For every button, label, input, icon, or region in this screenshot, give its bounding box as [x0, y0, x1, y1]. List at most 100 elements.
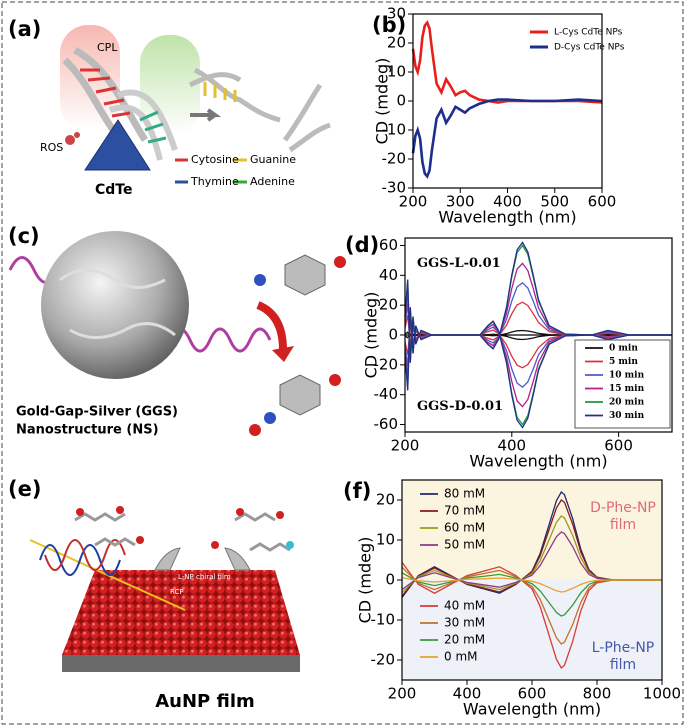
y-axis-title: CD (mdeg) — [373, 58, 392, 145]
y-tick-label: 10 — [376, 531, 395, 549]
base-pair — [203, 82, 237, 102]
panel-label: (b) — [372, 13, 406, 37]
legend-label: 5 min — [609, 357, 638, 367]
legend-label: Cytosine — [191, 153, 239, 166]
x-axis-title: Wavelength (nm) — [463, 700, 601, 719]
x-tick-label: 400 — [493, 193, 522, 211]
series-line — [411, 20, 603, 104]
panel-e: (e) L-NP chiral film RCP AuNP film — [8, 477, 300, 712]
dna — [282, 83, 331, 153]
ros — [65, 135, 75, 145]
x-tick-label: 1000 — [643, 685, 681, 703]
sphere-texture — [59, 268, 176, 339]
atom — [249, 424, 261, 436]
caption: AuNP film — [155, 691, 255, 712]
background-band — [402, 480, 662, 580]
label: CdTe — [95, 182, 132, 198]
chart: 200 300 400 500 600 -30 -20 -10 0 10 20 30 Wavelengt… — [372, 5, 625, 227]
annotation: GGS-D-0.01 — [417, 399, 503, 414]
x-tick-label: 200 — [399, 193, 428, 211]
y-tick-label: 20 — [387, 34, 406, 52]
chart: 200 400 600 -60 -40 -20 0 20 40 60 Wavelength (nm)… — [345, 233, 673, 471]
series-line — [404, 241, 672, 363]
y-tick-label: 30 — [387, 5, 406, 23]
panel-c: (c) Gold-Gap-Silver (GGS) Nanostructure … — [8, 224, 346, 438]
background-band — [402, 580, 662, 680]
atom — [329, 374, 341, 386]
base-pair — [139, 110, 167, 144]
panel-label: (a) — [8, 17, 41, 41]
dna — [188, 67, 281, 123]
chart: 200 400 600 800 1000 -20 -10 0 10 20 Wavelength (n… — [343, 479, 681, 719]
legend-label: Guanine — [250, 153, 296, 166]
x-tick-label: 600 — [518, 685, 547, 703]
y-tick-label: 0 — [388, 326, 398, 344]
legend-label: 15 min — [609, 384, 645, 394]
legend-box — [574, 339, 671, 429]
cpl-wave — [39, 544, 121, 576]
annotation: film — [610, 517, 636, 533]
annotation: D-Phe-NP — [590, 500, 656, 516]
molecule — [74, 512, 291, 552]
legend-label: 50 mM — [444, 538, 485, 552]
label: CPL — [97, 41, 118, 54]
x-tick-label: 800 — [583, 685, 612, 703]
y-tick-label: -20 — [374, 355, 399, 373]
legend-label: Adenine — [250, 175, 295, 188]
y-tick-label: 20 — [376, 491, 395, 509]
y-tick-label: 10 — [387, 63, 406, 81]
x-tick-label: 600 — [588, 193, 617, 211]
y-tick-label: -60 — [374, 415, 399, 433]
y-tick-label: -40 — [374, 385, 399, 403]
y-tick-label: 60 — [379, 236, 398, 254]
legend-label: 30 min — [609, 411, 645, 421]
substrate — [62, 655, 300, 672]
ros — [74, 132, 80, 138]
arrow — [190, 108, 222, 122]
series-line — [404, 307, 672, 429]
x-tick-label: 600 — [604, 437, 633, 455]
x-tick-label: 400 — [453, 685, 482, 703]
x-tick-label: 300 — [446, 193, 475, 211]
x-axis-title: Wavelength (nm) — [469, 452, 607, 471]
series-line — [401, 576, 662, 593]
curved-arrow — [256, 301, 287, 351]
caption: Nanostructure (NS) — [16, 423, 159, 438]
y-tick-label: 0 — [385, 571, 395, 589]
legend-label: 0 mM — [444, 650, 478, 664]
aunp-film — [62, 570, 300, 655]
molecule — [279, 254, 326, 416]
legend-label: 80 mM — [444, 487, 485, 501]
ggs-sphere — [41, 231, 189, 379]
panel-label: (f) — [343, 479, 371, 503]
y-tick-label: -10 — [371, 611, 396, 629]
legend-label: 60 mM — [444, 521, 485, 535]
y-tick-label: -20 — [382, 150, 407, 168]
x-tick-label: 500 — [540, 193, 569, 211]
series-line — [401, 531, 662, 591]
panel-label: (d) — [345, 233, 379, 257]
annotation: GGS-L-0.01 — [417, 256, 501, 271]
atom — [264, 412, 276, 424]
legend-label: D-Cys CdTe NPs — [554, 43, 625, 53]
y-tick-label: 0 — [396, 92, 406, 110]
atom — [286, 541, 294, 549]
cdte-particle — [84, 119, 151, 171]
y-tick-label: -30 — [382, 179, 407, 197]
curved-arrow — [272, 346, 294, 362]
label: ROS — [40, 141, 63, 154]
y-axis-title: CD (mdeg) — [362, 292, 381, 379]
panel-a: (a) CPL ROS CdTe Cytosine Guanine Thymin… — [8, 17, 331, 198]
panel-label: (c) — [8, 224, 40, 248]
series-line — [411, 98, 603, 179]
x-axis-title: Wavelength (nm) — [438, 208, 576, 227]
atom — [254, 274, 266, 286]
atom — [76, 506, 284, 549]
y-tick-label: -10 — [382, 121, 407, 139]
legend-label: Thymine — [190, 175, 239, 188]
detector — [154, 547, 251, 571]
legend-label: 20 min — [609, 398, 645, 408]
annotation: L-Phe-NP — [592, 640, 655, 656]
legend-label: 30 mM — [444, 616, 485, 630]
